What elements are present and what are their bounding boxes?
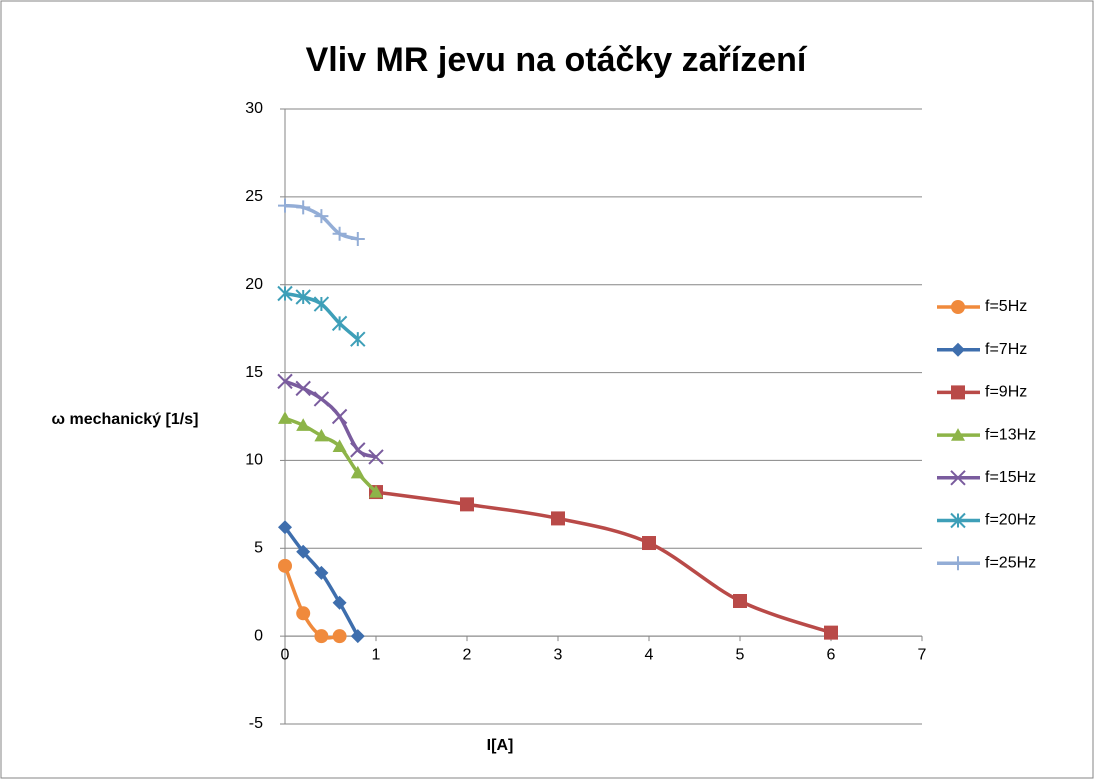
marker [296, 606, 311, 621]
marker [295, 289, 311, 305]
marker [295, 380, 311, 397]
series-line [375, 490, 832, 635]
legend-marker [951, 300, 965, 314]
chart-title: Vliv MR jevu na otáčky zařízení [306, 41, 808, 79]
marker [551, 511, 565, 526]
legend-label: f=5Hz [985, 298, 1027, 315]
x-tick-label: 7 [918, 646, 927, 663]
marker [350, 331, 366, 347]
marker [350, 465, 365, 479]
marker [332, 595, 347, 610]
legend-label: f=7Hz [985, 341, 1027, 358]
marker [314, 629, 329, 644]
marker [350, 442, 366, 458]
y-tick-label: 10 [245, 452, 263, 469]
marker [332, 226, 347, 241]
marker [278, 198, 292, 213]
marker [332, 439, 347, 452]
legend-label: f=9Hz [985, 384, 1027, 401]
x-tick-label: 3 [554, 646, 563, 663]
legend-marker [950, 512, 966, 529]
marker [332, 629, 347, 644]
marker [278, 411, 292, 424]
x-tick-label: 0 [281, 646, 290, 663]
x-axis-label: I[A] [487, 737, 514, 754]
legend-marker [951, 385, 965, 400]
marker [350, 232, 365, 247]
marker [733, 594, 747, 608]
y-tick-label: -5 [249, 715, 263, 732]
series-line [283, 565, 340, 640]
marker [331, 315, 348, 332]
x-tick-label: 2 [463, 646, 472, 663]
marker [314, 565, 329, 580]
marker [278, 520, 292, 535]
x-tick-label: 6 [827, 646, 836, 663]
y-tick-label: 30 [245, 100, 263, 117]
legend-marker [951, 556, 965, 571]
legend-label: f=25Hz [985, 554, 1036, 571]
legend-label: f=13Hz [985, 426, 1036, 443]
marker [313, 296, 330, 312]
legend-marker [950, 470, 966, 486]
y-axis-label: ω mechanický [1/s] [52, 411, 199, 428]
marker [277, 285, 293, 302]
marker [369, 485, 383, 498]
legend-label: f=20Hz [985, 512, 1036, 529]
marker [314, 209, 329, 224]
marker [314, 428, 329, 442]
y-tick-label: 20 [245, 276, 263, 293]
marker [313, 391, 330, 407]
marker [278, 558, 292, 573]
marker [296, 418, 311, 431]
x-tick-label: 5 [736, 646, 745, 663]
marker [350, 629, 365, 644]
x-tick-label: 4 [645, 646, 654, 663]
marker [368, 449, 384, 465]
marker [460, 497, 474, 512]
marker [296, 200, 311, 215]
marker [277, 373, 293, 390]
legend-marker [951, 428, 965, 441]
y-tick-label: 5 [254, 540, 263, 557]
y-tick-label: 0 [254, 627, 263, 644]
y-tick-label: 25 [245, 188, 263, 205]
marker [824, 625, 838, 640]
legend-marker [951, 342, 965, 357]
marker [642, 536, 656, 551]
x-tick-label: 1 [372, 646, 381, 663]
y-tick-label: 15 [245, 364, 263, 381]
marker [331, 408, 348, 425]
marker [296, 544, 311, 559]
legend-label: f=15Hz [985, 469, 1036, 486]
